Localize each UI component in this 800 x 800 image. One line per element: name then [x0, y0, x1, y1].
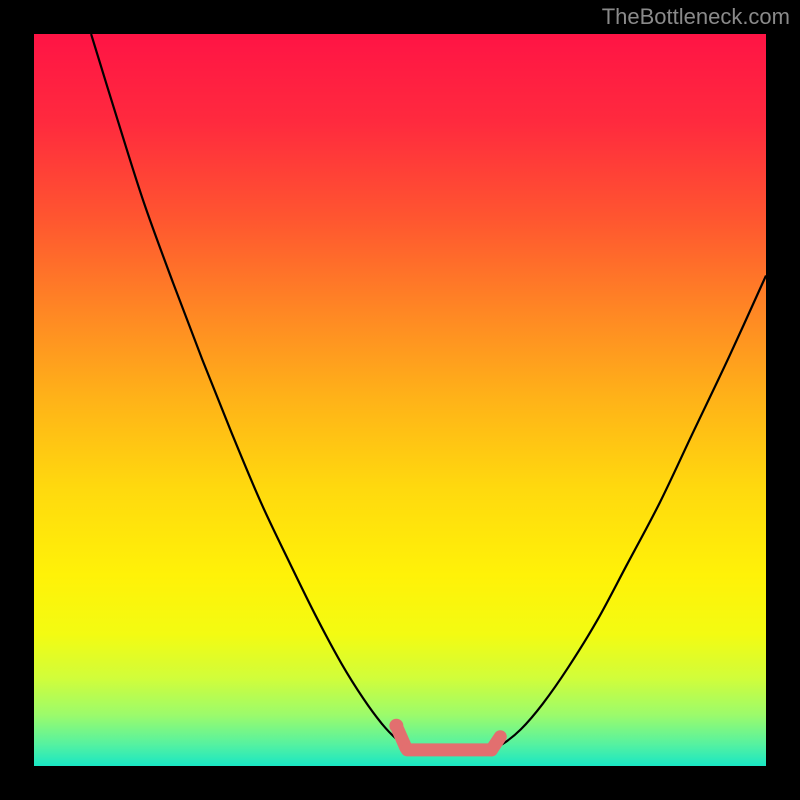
bottleneck-curve-chart — [0, 0, 800, 800]
watermark-text: TheBottleneck.com — [602, 4, 790, 30]
chart-stage: TheBottleneck.com — [0, 0, 800, 800]
pink-hook — [492, 737, 501, 750]
gradient-plot-background — [34, 34, 766, 766]
